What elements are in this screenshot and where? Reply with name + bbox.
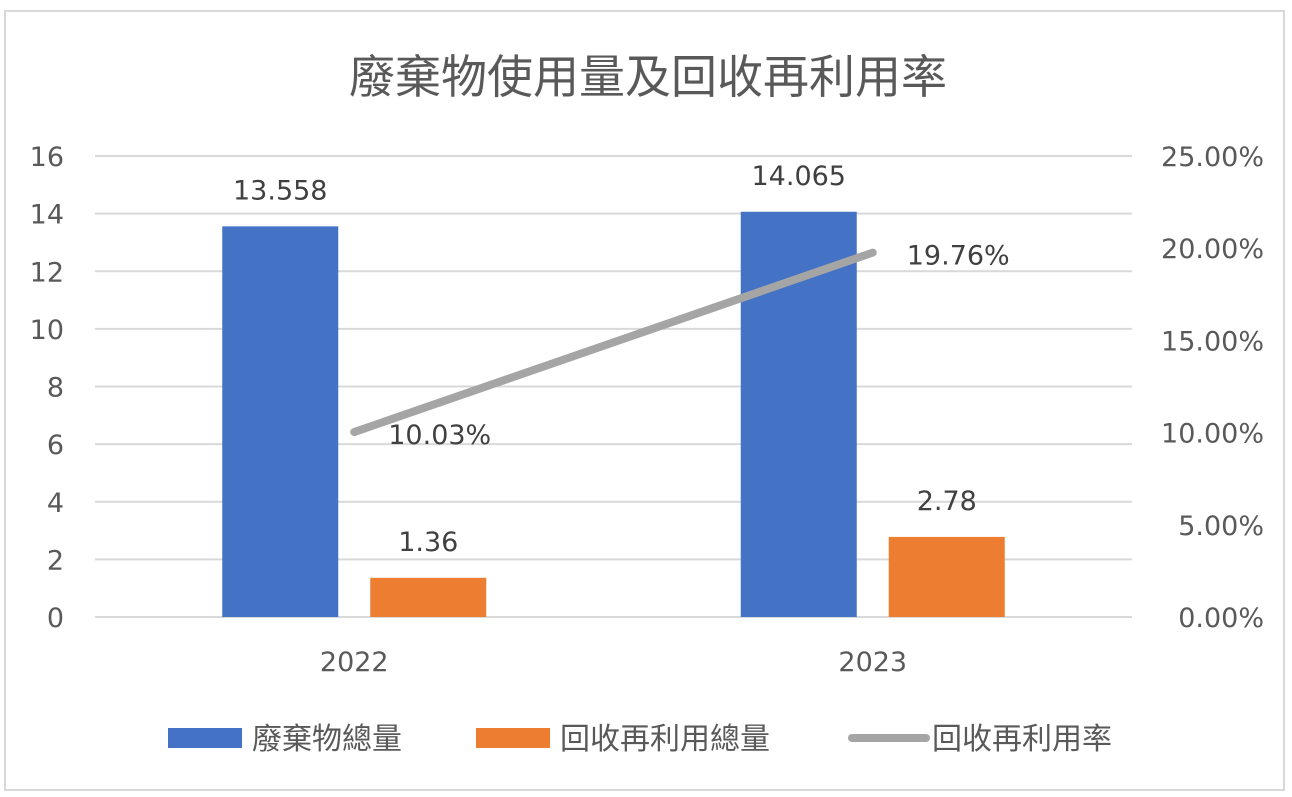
legend-swatch [476, 728, 550, 748]
right-axis-tick-label: 25.00% [1161, 142, 1264, 173]
data-labels: 13.558 14.065 1.36 2.78 10.03% 19.76% [233, 161, 1010, 558]
legend-label: 廢棄物總量 [252, 722, 402, 757]
left-axis-tick-label: 12 [30, 257, 64, 288]
left-axis-tick-label: 4 [47, 488, 64, 519]
legend-label: 回收再利用率 [932, 722, 1112, 757]
legend-swatch [168, 728, 242, 748]
right-axis-tick-label: 20.00% [1161, 234, 1264, 265]
category-label: 2022 [320, 647, 389, 678]
category-label: 2023 [838, 647, 907, 678]
right-axis-tick-label: 5.00% [1178, 511, 1264, 542]
legend: 廢棄物總量 回收再利用總量 回收再利用率 [168, 722, 1112, 757]
right-axis-tick-label: 15.00% [1161, 326, 1264, 357]
left-axis-tick-label: 16 [30, 142, 64, 173]
left-axis-tick-label: 10 [30, 315, 64, 346]
right-axis-tick-label: 0.00% [1178, 603, 1264, 634]
chart-frame [4, 10, 1285, 791]
bar-data-label: 14.065 [752, 161, 846, 192]
left-axis-tick-label: 14 [30, 200, 64, 231]
left-axis-tick-label: 0 [47, 603, 64, 634]
rate-line [350, 248, 877, 437]
right-axis-ticks: 0.00% 5.00% 10.00% 15.00% 20.00% 25.00% [1161, 142, 1264, 634]
left-axis-tick-label: 2 [47, 545, 64, 576]
rate-data-label: 10.03% [388, 420, 491, 451]
legend-label: 回收再利用總量 [560, 722, 770, 757]
rate-line-path [350, 248, 877, 437]
chart-title: 廢棄物使用量及回收再利用率 [349, 50, 947, 104]
bars [222, 211, 1005, 618]
bar-data-label: 1.36 [398, 527, 458, 558]
category-axis: 2022 2023 [320, 647, 907, 678]
left-axis-tick-label: 8 [47, 373, 64, 404]
left-axis-tick-label: 6 [47, 430, 64, 461]
rate-data-label: 19.76% [907, 241, 1010, 272]
right-axis-tick-label: 10.00% [1161, 419, 1264, 450]
bar-data-label: 2.78 [917, 486, 977, 517]
bar-recycled-2023 [888, 536, 1005, 617]
bar-recycled-2022 [370, 577, 487, 617]
bar-data-label: 13.558 [233, 175, 327, 206]
left-axis-ticks: 0 2 4 6 8 10 12 14 16 [30, 142, 64, 634]
bar-total-2023 [740, 211, 857, 617]
bar-total-2022 [222, 226, 339, 618]
